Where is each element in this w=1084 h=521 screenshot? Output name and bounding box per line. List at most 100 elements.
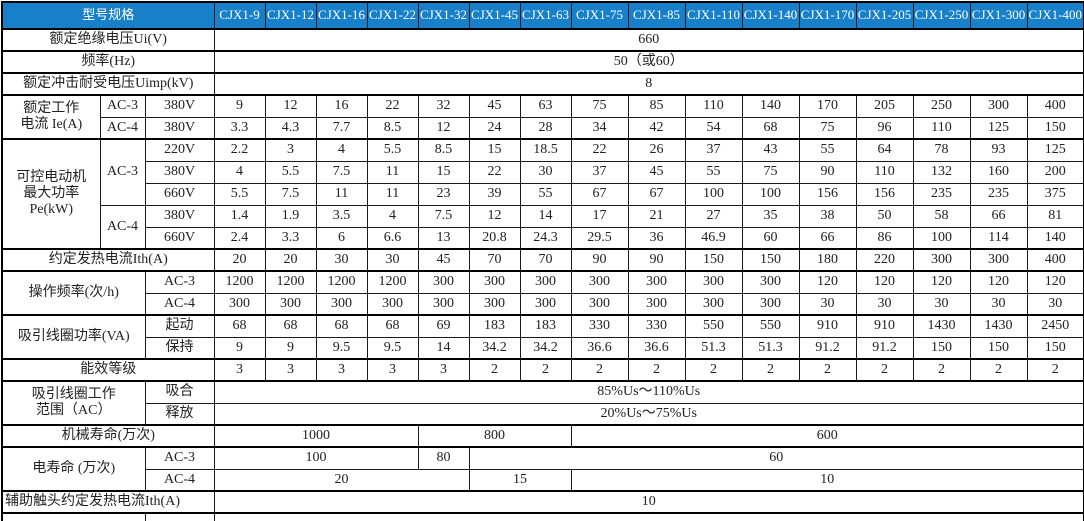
table-row: 释放 20%Us～75%Us (2, 402, 1084, 426)
value-cell: 26 (627, 138, 686, 162)
value-cell: 46.9 (684, 226, 743, 250)
value-cell: 20 (213, 248, 266, 272)
value-cell: 55 (519, 182, 572, 206)
value-cell: 12 (264, 94, 317, 118)
value-cell: 9.5 (366, 336, 419, 360)
value-cell: 5.5 (213, 182, 266, 206)
value-cell: 300 (417, 270, 470, 294)
value-cell: 4.3 (264, 116, 317, 140)
value-cell: 100 (213, 446, 419, 470)
value-cell: 24.3 (519, 226, 572, 250)
model-header-cell: CJX1-45 (468, 1, 521, 30)
value-cell: 10 (570, 468, 1084, 492)
value-cell: 54 (684, 116, 743, 140)
voltage-cell: 660V (144, 226, 215, 250)
value-cell: 160 (969, 160, 1028, 184)
value-cell: 16 (315, 94, 368, 118)
table-row: AC-4 380V 1.4 1.9 3.5 4 7.5 12 14 17 21 27 35 38 50 5… (2, 204, 1084, 250)
value-cell: 300 (264, 292, 317, 316)
value-cell: 63 (519, 94, 572, 118)
value-cell: 300 (627, 270, 686, 294)
label-thermal-current: 约定发热电流Ith(A) (1, 248, 215, 272)
label-impulse-voltage: 额定冲击耐受电压Uimp(kV) (1, 72, 215, 96)
value-cell: 8 (213, 72, 1084, 96)
value-cell: 125 (1026, 138, 1084, 162)
value-cell: 1200 (366, 270, 419, 294)
value-cell: 51.3 (741, 336, 800, 360)
value-cell: 60 (741, 226, 800, 250)
model-header-cell: CJX1-16 (315, 1, 368, 30)
value-cell: 51.3 (684, 336, 743, 360)
value-cell: 300 (213, 292, 266, 316)
value-cell: 27 (684, 204, 743, 228)
table-row: 保持 9 9 9.5 9.5 14 34.2 34.2 36.6 36.6 51.3 51.3 91.… (2, 336, 1084, 360)
value-cell: 235 (969, 182, 1028, 206)
value-cell: 15 (468, 468, 572, 492)
value-cell: 400 (1026, 248, 1084, 272)
value-cell: 2 (468, 358, 521, 382)
value-cell: 8.5 (366, 116, 419, 140)
value-cell: 23 (417, 182, 470, 206)
table-row: 660V 2.4 3.3 6 6.6 13 20.8 24.3 29.5 36 46.9 60 66 8… (2, 226, 1084, 250)
value-cell: 3.3 (213, 116, 266, 140)
value-cell: 660 (213, 28, 1084, 52)
value-cell: 90 (627, 248, 686, 272)
value-cell: 550 (684, 314, 743, 338)
value-cell: 330 (627, 314, 686, 338)
value-cell: 34 (570, 116, 629, 140)
value-cell: 156 (798, 182, 857, 206)
value-cell: 156 (855, 182, 914, 206)
value-cell: 5.5 (264, 160, 317, 184)
value-cell: 30 (912, 292, 971, 316)
value-cell: 2.4 (213, 226, 266, 250)
value-cell: 60 (468, 446, 1084, 470)
voltage-cell: 380V (144, 116, 215, 140)
value-cell: 2 (627, 358, 686, 382)
value-cell: 55 (798, 138, 857, 162)
value-cell: 13 (417, 226, 470, 250)
value-cell: 64 (855, 138, 914, 162)
value-cell: 9 (213, 336, 266, 360)
value-cell: 114 (969, 226, 1028, 250)
value-cell: 37 (570, 160, 629, 184)
value-cell: 39 (468, 182, 521, 206)
value-cell: 330 (570, 314, 629, 338)
value-cell: 300 (570, 292, 629, 316)
value-cell: 300 (417, 292, 470, 316)
category-cell: AC-3 (144, 446, 215, 470)
model-header-cell: CJX1-110 (684, 1, 743, 30)
value-cell: 80 (417, 446, 470, 470)
value-cell: 75 (570, 94, 629, 118)
value-cell: 30 (798, 292, 857, 316)
table-row: AC-4 380V 3.3 4.3 7.7 8.5 12 24 28 34 42 54 68 75 96… (2, 116, 1084, 140)
value-cell: 2 (1026, 358, 1084, 382)
value-cell: 70 (519, 248, 572, 272)
value-cell: 300 (366, 292, 419, 316)
value-cell: 110 (855, 160, 914, 184)
value-cell: 300 (627, 292, 686, 316)
value-cell: 150 (1026, 116, 1084, 140)
value-cell: 45 (417, 248, 470, 272)
value-cell: 34.2 (468, 336, 521, 360)
table-row: AC-4 300 300 300 300 300 300 300 300 300 300 300 30… (2, 292, 1084, 316)
value-cell: 86 (855, 226, 914, 250)
value-cell: 78 (912, 138, 971, 162)
value-cell: 67 (570, 182, 629, 206)
table-row: 辅助触头约定发热电流Ith(A) 10 (1, 490, 1084, 514)
value-cell: 375 (1026, 182, 1084, 206)
value-cell: 20%Us～75%Us (213, 402, 1084, 426)
value-cell: 140 (741, 94, 800, 118)
label-rated-current: 额定工作 电流 Ie(A) (1, 94, 101, 140)
value-cell: 36 (627, 226, 686, 250)
value-cell: 91.2 (798, 336, 857, 360)
voltage-cell: 660V (144, 182, 215, 206)
value-cell: 14 (519, 204, 572, 228)
category-cell: AC-4 (144, 292, 215, 316)
value-cell (213, 512, 1084, 521)
value-cell: 120 (798, 270, 857, 294)
value-cell: 4 (366, 204, 419, 228)
value-cell: 120 (969, 270, 1028, 294)
value-cell: 43 (741, 138, 800, 162)
